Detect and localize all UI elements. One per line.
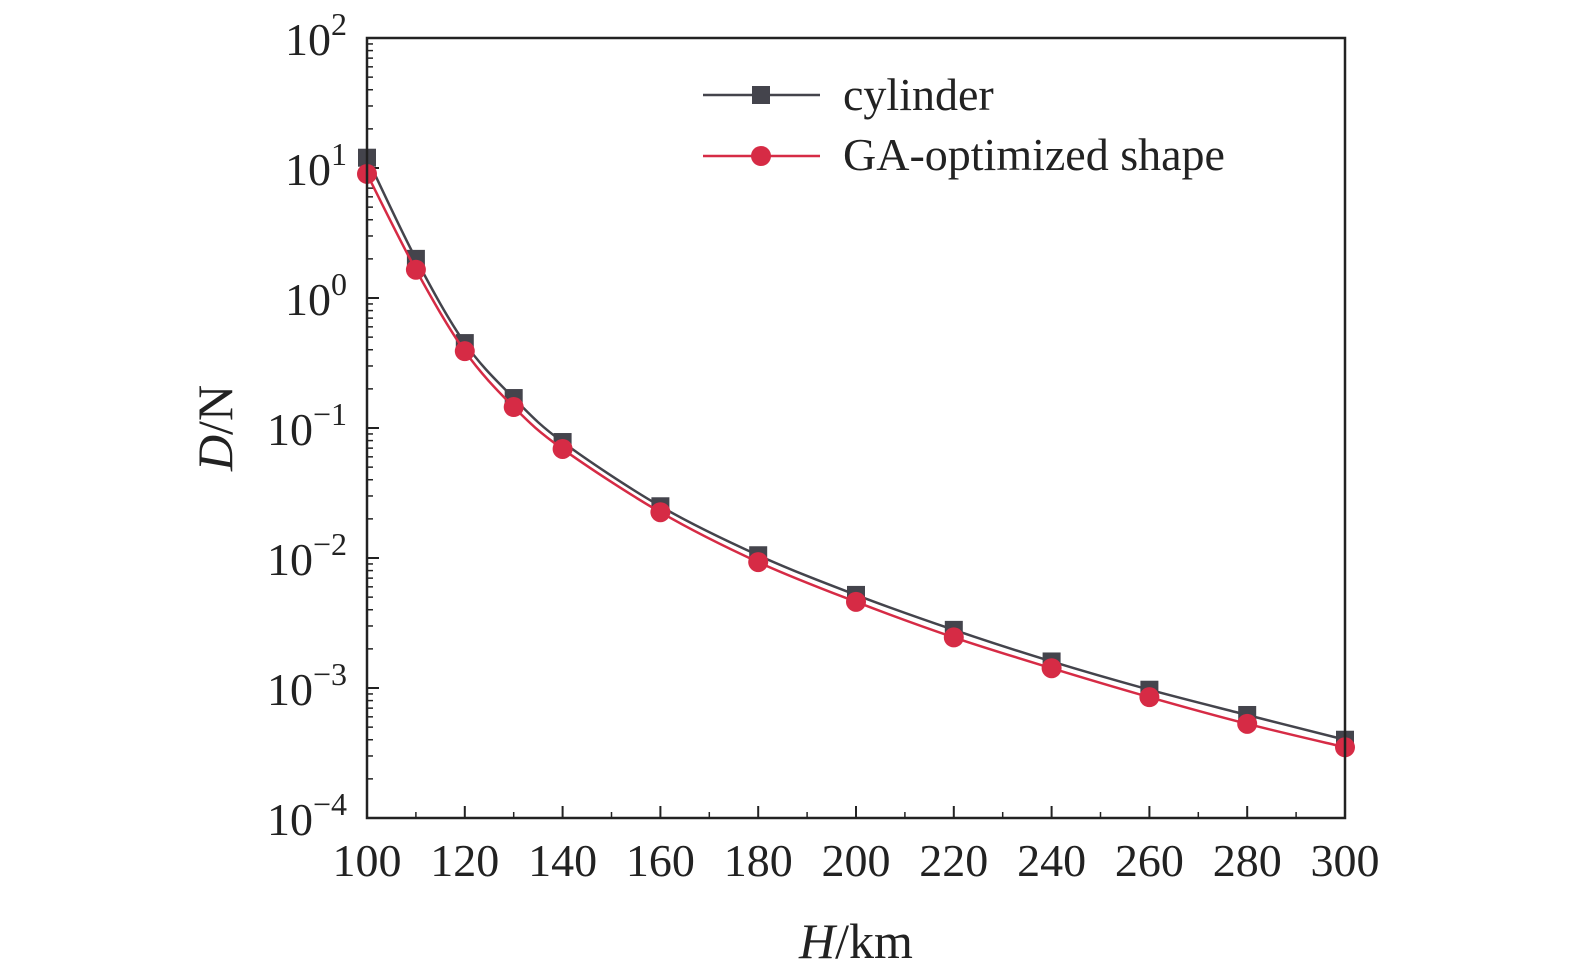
- y-tick-exponent: 0: [331, 266, 347, 302]
- data-point-circle: [405, 259, 426, 280]
- y-tick-base: 10: [285, 144, 331, 195]
- x-axis-unit: /km: [835, 913, 913, 969]
- legend-item-cylinder: cylinder: [703, 69, 994, 120]
- legend-item-ga-optimized: GA-optimized shape: [703, 129, 1225, 180]
- x-axis-symbol: H: [798, 913, 838, 969]
- data-point-circle: [552, 438, 573, 459]
- y-tick-base: 10: [285, 274, 331, 325]
- x-tick-label: 160: [626, 835, 695, 886]
- x-tick-label: 100: [333, 835, 402, 886]
- y-axis-title: D/N: [187, 385, 243, 472]
- x-tick-label: 240: [1017, 835, 1086, 886]
- legend-label-ga-optimized: GA-optimized shape: [843, 129, 1225, 180]
- legend-label-cylinder: cylinder: [843, 69, 994, 120]
- y-axis-unit: /N: [187, 385, 243, 435]
- y-tick-label: 10−3: [267, 656, 347, 715]
- y-tick-base: 10: [267, 404, 313, 455]
- x-tick-labels: 100 120 140 160 180 200 220 240 260 280 300: [333, 835, 1380, 886]
- y-tick-base: 10: [267, 664, 313, 715]
- y-tick-label: 102: [285, 6, 347, 65]
- series-line: [365, 157, 1346, 741]
- y-tick-base: 10: [285, 14, 331, 65]
- data-point-circle: [454, 341, 475, 362]
- data-point-circle: [1237, 713, 1258, 734]
- x-tick-label: 280: [1213, 835, 1282, 886]
- legend-marker-circle: [751, 146, 771, 166]
- legend: cylinder GA-optimized shape: [703, 69, 1225, 180]
- x-tick-label: 300: [1311, 835, 1380, 886]
- y-tick-exponent: −4: [313, 786, 347, 822]
- data-point-circle: [1041, 658, 1062, 679]
- plot-frame: [365, 36, 1347, 820]
- series-line: [365, 173, 1346, 749]
- y-tick-exponent: −1: [313, 396, 347, 432]
- y-tick-exponent: −3: [313, 656, 347, 692]
- series-ga-optimized-shape: [357, 163, 1355, 758]
- data-point-circle: [503, 397, 524, 418]
- data-point-circle: [1139, 687, 1160, 708]
- data-point-circle: [846, 591, 866, 612]
- series-layer: [357, 148, 1355, 758]
- x-axis-title: H/km: [798, 913, 913, 969]
- x-tick-label: 200: [822, 835, 891, 886]
- y-tick-base: 10: [267, 534, 313, 585]
- x-tick-label: 260: [1115, 835, 1184, 886]
- y-tick-exponent: −2: [313, 526, 347, 562]
- x-tick-label: 120: [430, 835, 499, 886]
- x-tick-label: 220: [919, 835, 988, 886]
- y-tick-label: 10−4: [267, 786, 347, 845]
- y-tick-label: 10−1: [267, 396, 347, 455]
- data-point-circle: [943, 627, 964, 648]
- legend-marker-square: [752, 86, 770, 104]
- y-axis-symbol: D: [187, 435, 243, 472]
- y-tick-exponent: 2: [331, 6, 347, 42]
- data-point-circle: [650, 502, 671, 523]
- y-tick-label: 100: [285, 266, 347, 325]
- series-cylinder: [358, 148, 1354, 749]
- y-tick-base: 10: [267, 794, 313, 845]
- x-tick-label: 140: [528, 835, 597, 886]
- y-tick-label: 101: [285, 136, 347, 195]
- x-tick-label: 180: [724, 835, 793, 886]
- y-tick-label: 10−2: [267, 526, 347, 585]
- data-point-circle: [748, 552, 769, 573]
- y-tick-exponent: 1: [331, 136, 347, 172]
